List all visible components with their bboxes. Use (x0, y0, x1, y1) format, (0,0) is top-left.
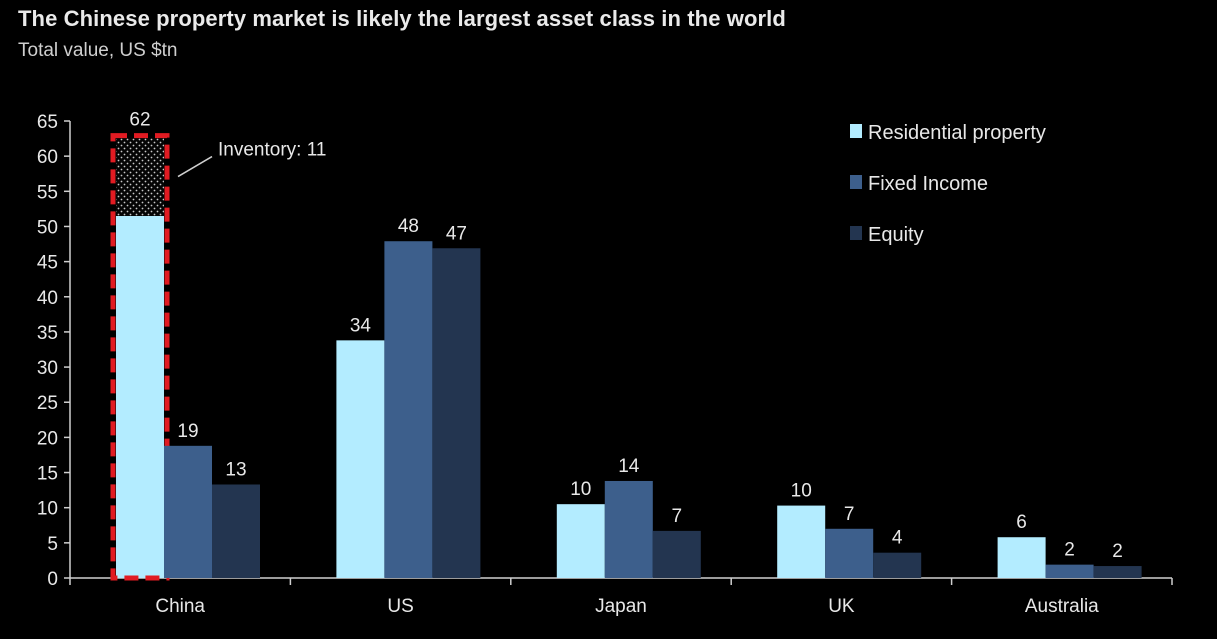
data-label: 19 (177, 421, 198, 442)
inventory-bar (116, 138, 164, 216)
bar (1045, 564, 1094, 578)
data-label: 7 (844, 504, 855, 525)
data-label: 34 (350, 315, 372, 336)
data-label: 10 (791, 481, 812, 502)
inventory-annotation: Inventory: 11 (218, 140, 326, 161)
y-tick-label: 5 (47, 534, 58, 555)
bar (212, 484, 260, 578)
bar (604, 480, 653, 578)
bar (777, 505, 826, 578)
legend-swatch (850, 226, 862, 240)
y-tick-label: 50 (37, 217, 58, 238)
bar (164, 445, 212, 578)
data-label: 6 (1016, 512, 1027, 533)
y-tick-label: 30 (37, 358, 58, 379)
data-label: 62 (129, 110, 150, 131)
x-tick-label: Australia (1025, 596, 1099, 617)
y-tick-label: 65 (37, 112, 58, 133)
legend-swatch (850, 124, 862, 138)
y-tick-label: 0 (47, 569, 58, 590)
data-label: 48 (398, 216, 419, 237)
highlight-box (110, 133, 170, 581)
legend-entry: Equity (868, 224, 924, 246)
y-tick-label: 15 (37, 464, 58, 485)
legend-entry: Fixed Income (868, 173, 988, 195)
legend-entry: Residential property (868, 122, 1046, 144)
data-label: 4 (892, 528, 903, 549)
bar (556, 504, 605, 578)
legend-swatch (850, 175, 862, 189)
chart-title: The Chinese property market is likely th… (18, 6, 786, 31)
y-tick-label: 35 (37, 323, 58, 344)
bar (432, 248, 481, 578)
annotation-leader (177, 155, 213, 178)
y-tick-label: 20 (37, 428, 58, 449)
data-label: 7 (672, 506, 683, 527)
data-label: 10 (570, 479, 591, 500)
data-label: 47 (446, 223, 467, 244)
x-tick-label: China (155, 596, 205, 617)
bar (116, 215, 164, 578)
data-label: 14 (618, 456, 640, 477)
bar (652, 530, 701, 578)
bar (873, 552, 922, 578)
x-tick-label: UK (828, 596, 855, 617)
chart-subtitle: Total value, US $tn (18, 40, 178, 61)
data-label: 2 (1064, 540, 1075, 561)
bar (1093, 566, 1142, 578)
x-tick-label: Japan (595, 596, 647, 617)
x-tick-label: US (387, 596, 413, 617)
y-tick-label: 25 (37, 393, 58, 414)
data-label: 2 (1112, 541, 1123, 562)
bar (997, 537, 1046, 578)
y-tick-label: 45 (37, 253, 58, 274)
y-tick-label: 10 (37, 499, 58, 520)
data-label: 13 (225, 459, 246, 480)
y-tick-label: 55 (37, 182, 58, 203)
y-tick-label: 60 (37, 147, 58, 168)
bar (825, 528, 874, 578)
bar (336, 340, 385, 578)
y-tick-label: 40 (37, 288, 58, 309)
bar (384, 241, 433, 579)
